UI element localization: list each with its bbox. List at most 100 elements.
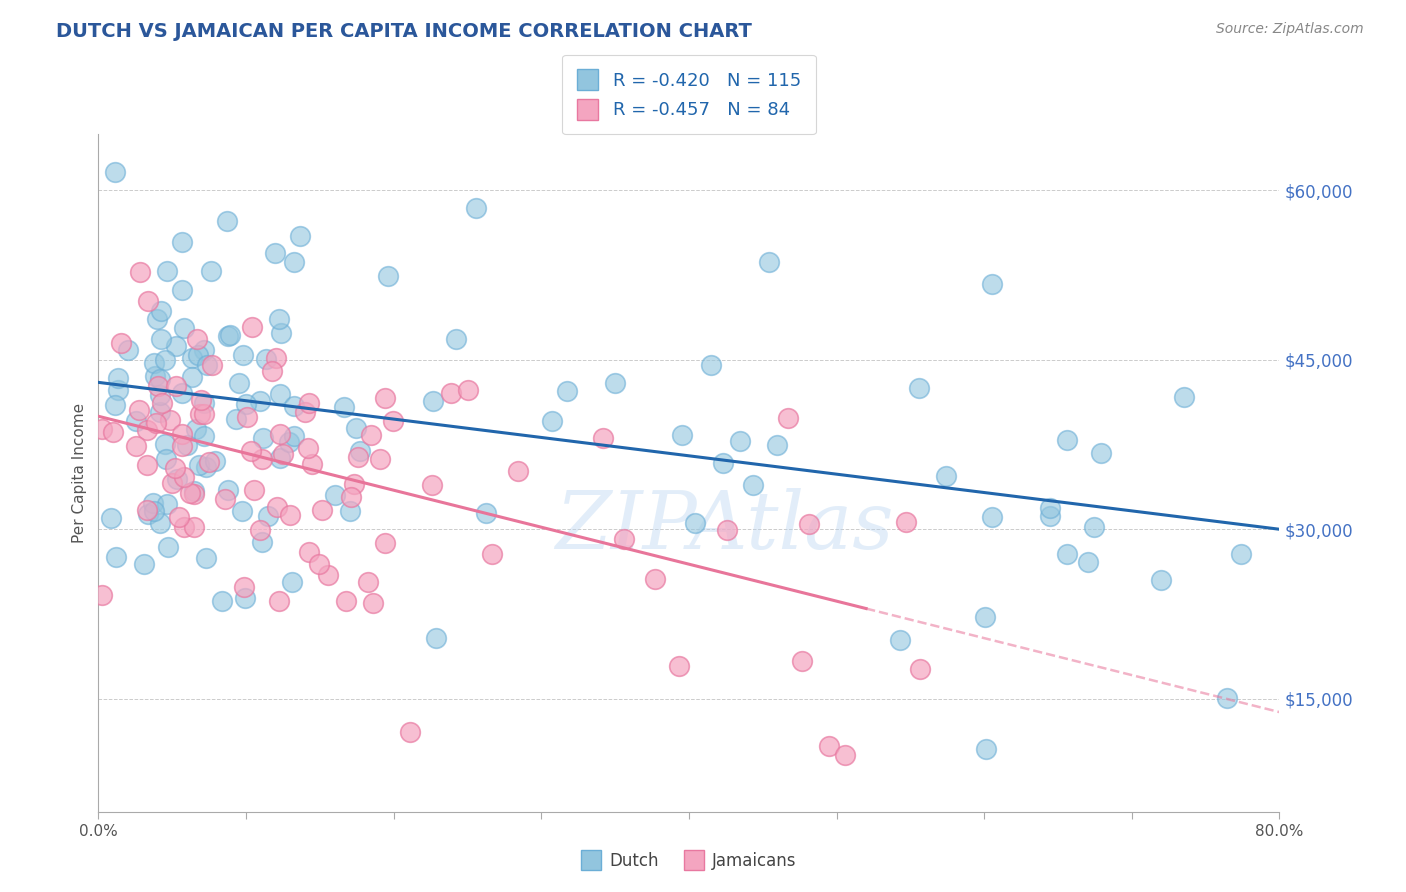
- Point: [188, 458, 211, 472]
- Point: [269, 594, 291, 608]
- Point: [974, 610, 997, 624]
- Point: [908, 662, 931, 676]
- Point: [179, 486, 201, 500]
- Point: [232, 580, 254, 594]
- Point: [183, 520, 205, 534]
- Point: [592, 431, 614, 445]
- Point: [1077, 555, 1099, 569]
- Point: [758, 255, 780, 269]
- Point: [134, 557, 156, 571]
- Point: [981, 277, 1004, 291]
- Point: [194, 460, 217, 475]
- Point: [269, 426, 291, 441]
- Point: [166, 472, 188, 486]
- Point: [1090, 446, 1112, 460]
- Point: [240, 319, 263, 334]
- Point: [149, 332, 172, 346]
- Point: [172, 235, 194, 249]
- Point: [193, 429, 215, 443]
- Point: [294, 405, 316, 419]
- Point: [281, 575, 304, 590]
- Point: [156, 497, 179, 511]
- Point: [225, 412, 247, 426]
- Legend: Dutch, Jamaicans: Dutch, Jamaicans: [572, 842, 806, 878]
- Point: [214, 491, 236, 506]
- Point: [1150, 573, 1173, 587]
- Point: [1039, 501, 1062, 516]
- Point: [143, 368, 166, 383]
- Point: [136, 503, 159, 517]
- Point: [183, 483, 205, 498]
- Point: [1216, 691, 1239, 706]
- Point: [250, 535, 273, 549]
- Point: [263, 246, 285, 260]
- Point: [374, 391, 396, 405]
- Point: [149, 516, 172, 530]
- Point: [194, 550, 217, 565]
- Point: [267, 311, 290, 326]
- Point: [683, 516, 706, 530]
- Point: [240, 443, 263, 458]
- Point: [165, 379, 187, 393]
- Point: [135, 423, 157, 437]
- Point: [260, 364, 283, 378]
- Point: [766, 438, 789, 452]
- Point: [233, 591, 256, 606]
- Point: [107, 371, 129, 385]
- Point: [149, 303, 172, 318]
- Point: [288, 228, 311, 243]
- Point: [201, 359, 224, 373]
- Point: [311, 502, 333, 516]
- Point: [792, 654, 814, 668]
- Point: [270, 326, 292, 340]
- Point: [186, 332, 208, 346]
- Point: [173, 320, 195, 334]
- Point: [217, 483, 239, 497]
- Point: [198, 455, 221, 469]
- Point: [104, 398, 127, 412]
- Point: [269, 387, 291, 401]
- Point: [981, 509, 1004, 524]
- Point: [91, 588, 114, 602]
- Point: [249, 393, 271, 408]
- Point: [142, 356, 165, 370]
- Point: [155, 264, 177, 278]
- Point: [232, 348, 254, 362]
- Point: [155, 451, 177, 466]
- Point: [200, 264, 222, 278]
- Point: [170, 386, 193, 401]
- Point: [170, 283, 193, 297]
- Point: [273, 447, 295, 461]
- Point: [149, 388, 172, 402]
- Point: [107, 384, 129, 398]
- Point: [165, 339, 187, 353]
- Point: [190, 393, 212, 408]
- Point: [935, 468, 957, 483]
- Point: [728, 434, 751, 448]
- Point: [711, 456, 734, 470]
- Point: [894, 515, 917, 529]
- Point: [243, 483, 266, 498]
- Point: [146, 312, 169, 326]
- Point: [104, 165, 127, 179]
- Point: [149, 404, 172, 418]
- Point: [204, 453, 226, 467]
- Point: [297, 441, 319, 455]
- Point: [346, 450, 368, 464]
- Point: [613, 533, 636, 547]
- Point: [235, 409, 257, 424]
- Point: [249, 523, 271, 537]
- Point: [195, 358, 218, 372]
- Point: [278, 435, 301, 450]
- Point: [298, 396, 321, 410]
- Point: [335, 594, 357, 608]
- Point: [193, 407, 215, 421]
- Point: [398, 724, 420, 739]
- Point: [1056, 434, 1078, 448]
- Point: [217, 329, 239, 343]
- Point: [254, 351, 277, 366]
- Point: [644, 572, 666, 586]
- Point: [176, 438, 198, 452]
- Text: Source: ZipAtlas.com: Source: ZipAtlas.com: [1216, 22, 1364, 37]
- Point: [357, 575, 380, 590]
